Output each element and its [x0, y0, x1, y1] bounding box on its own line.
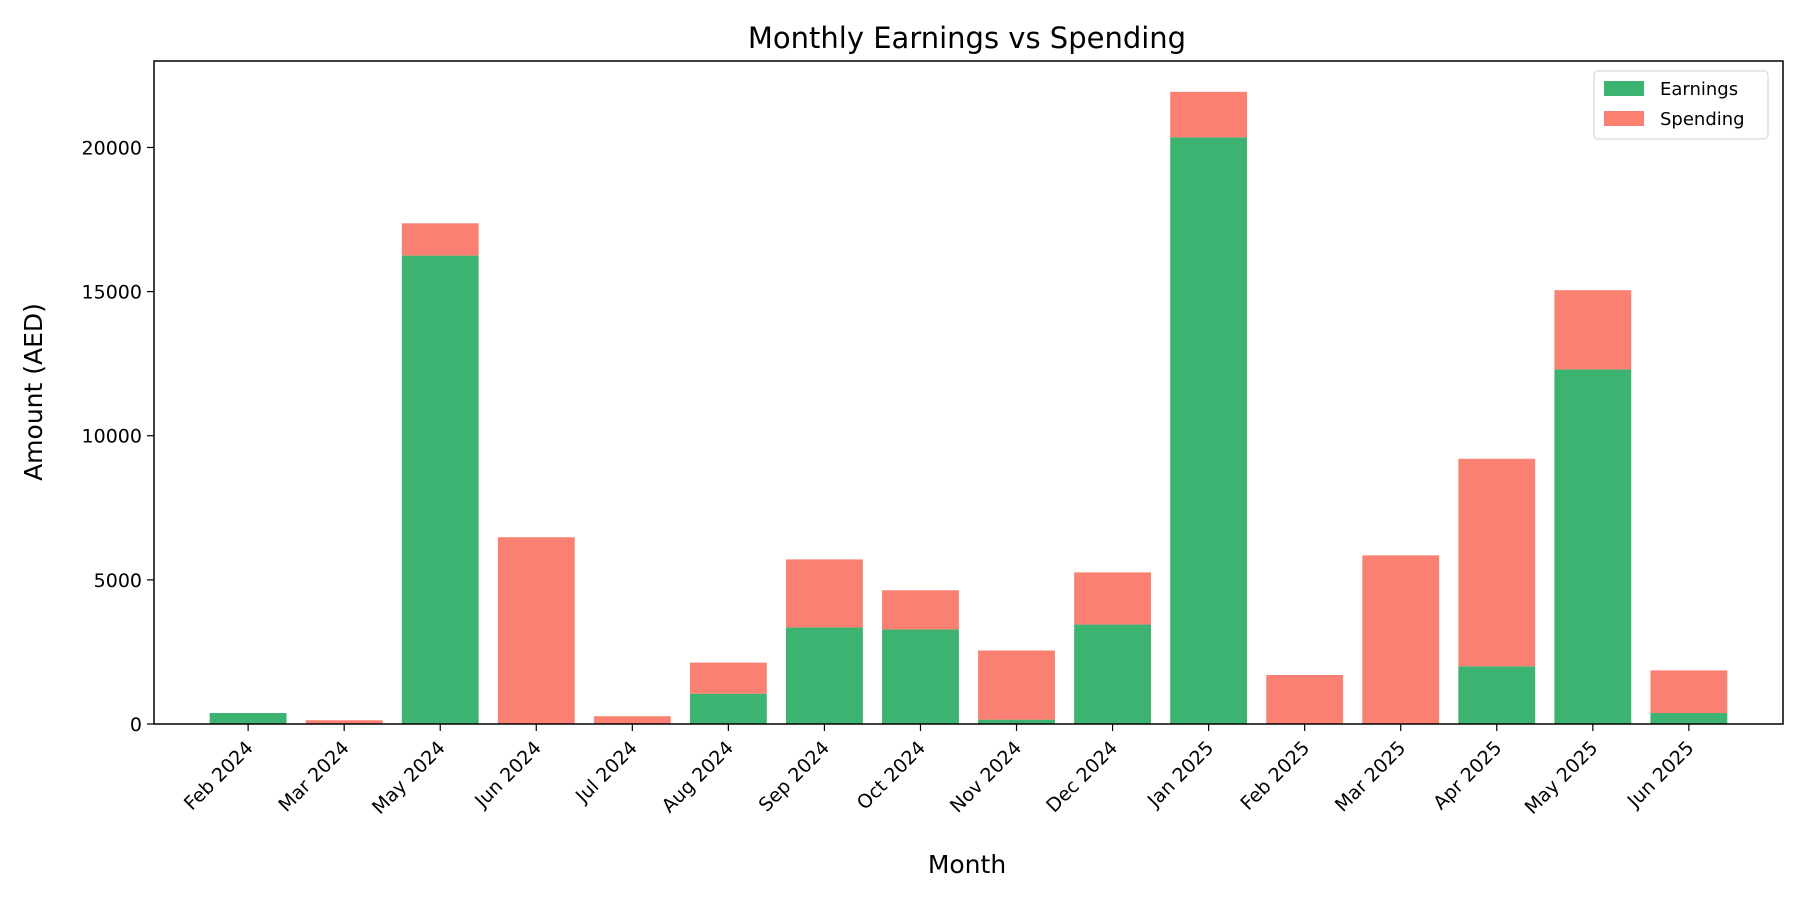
bar-spending-3	[497, 537, 575, 724]
bar-spending-5	[689, 662, 767, 694]
bar-earnings-10	[1170, 137, 1248, 724]
legend-label-spending: Spending	[1660, 109, 1745, 130]
bar-earnings-0	[209, 713, 287, 724]
bar-spending-15	[1650, 670, 1728, 714]
y-axis-label: Amount (AED)	[19, 303, 48, 481]
bar-spending-1	[305, 720, 383, 724]
bar-spending-14	[1554, 290, 1632, 370]
bar-spending-13	[1458, 458, 1536, 667]
bar-earnings-15	[1650, 713, 1728, 724]
y-tick-label-2: 10000	[82, 426, 142, 448]
legend: Earnings Spending	[1593, 70, 1769, 140]
bar-earnings-6	[786, 627, 863, 724]
bar-spending-10	[1170, 91, 1248, 138]
legend-label-earnings: Earnings	[1660, 79, 1738, 100]
bar-spending-2	[401, 223, 479, 256]
bar-spending-11	[1266, 674, 1344, 724]
bar-spending-8	[978, 650, 1055, 720]
legend-swatch-earnings	[1604, 81, 1644, 96]
bar-earnings-8	[978, 719, 1055, 724]
bar-earnings-2	[401, 255, 479, 724]
bar-earnings-5	[689, 693, 767, 724]
bar-earnings-9	[1074, 624, 1151, 724]
legend-swatch-spending	[1604, 111, 1644, 126]
bar-spending-12	[1362, 555, 1440, 724]
x-axis-label: Month	[928, 850, 1006, 879]
bar-earnings-14	[1554, 369, 1632, 724]
bars-layer	[209, 91, 1728, 724]
bar-spending-7	[882, 590, 959, 630]
y-tick-label-1: 5000	[94, 570, 142, 592]
bar-spending-6	[786, 559, 863, 628]
bar-earnings-13	[1458, 666, 1536, 724]
plot-frame	[153, 60, 1784, 725]
chart-title: Monthly Earnings vs Spending	[748, 21, 1186, 55]
y-tick-label-3: 15000	[82, 282, 142, 304]
bar-spending-9	[1074, 572, 1151, 625]
bar-earnings-7	[882, 629, 959, 724]
y-tick-label-0: 0	[130, 714, 142, 736]
y-axis: 0 5000 10000 15000 20000	[82, 137, 154, 736]
y-tick-label-4: 20000	[82, 137, 142, 159]
bar-spending-4	[593, 716, 671, 724]
